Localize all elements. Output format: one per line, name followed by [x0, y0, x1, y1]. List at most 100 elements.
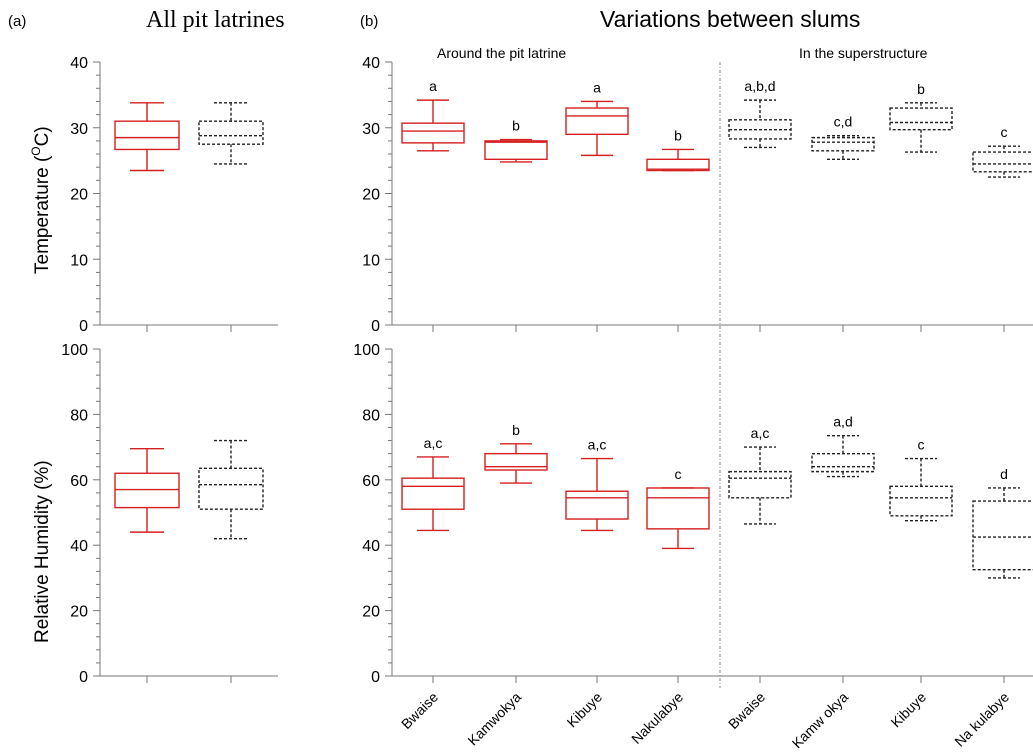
y-tick-label: 80: [70, 407, 88, 424]
panel-b-title: Variations between slums: [600, 6, 860, 32]
temperature-axis-title-superscript: O: [29, 146, 43, 155]
box-around: a,c: [401, 435, 465, 532]
humidity-axis-title: Relative Humidity (%): [32, 460, 53, 643]
plot-temp_slums: 0 10 20 30 40 a b a b a,b,d c,d b c: [362, 55, 1033, 335]
significance-letter: c,d: [834, 114, 853, 130]
y-tick-label: 20: [362, 187, 380, 204]
box-superstructure: d: [972, 466, 1033, 579]
iqr-box: [484, 140, 548, 161]
iqr-box: [401, 477, 465, 510]
iqr-box: [565, 490, 629, 520]
iqr-box: [972, 151, 1033, 173]
plot-temp_all: 0 10 20 30 40: [70, 55, 278, 335]
temperature-axis-title-unit: C): [32, 126, 53, 146]
significance-letter: a,b,d: [744, 78, 775, 94]
iqr-box: [401, 122, 465, 144]
y-tick-label: 20: [70, 604, 88, 621]
significance-letter: d: [1000, 466, 1008, 482]
significance-letter: c: [675, 466, 682, 482]
y-tick-label: 60: [362, 473, 380, 490]
significance-letter: b: [917, 81, 925, 97]
significance-letter: c: [1001, 124, 1008, 140]
significance-letter: a,c: [588, 437, 607, 453]
box-superstructure: [198, 439, 264, 540]
y-tick-label: 30: [362, 121, 380, 138]
y-tick-label: 40: [70, 538, 88, 555]
significance-letter: a,d: [833, 414, 852, 430]
y-tick-label: 0: [371, 669, 380, 686]
iqr-box: [198, 467, 264, 510]
iqr-box: [646, 487, 710, 530]
y-tick-label: 10: [70, 252, 88, 269]
box-around: b: [484, 118, 548, 163]
y-tick-label: 30: [70, 121, 88, 138]
box-superstructure: a,c: [728, 425, 792, 525]
plot-rh_slums: 0 20 40 60 80 100 a,c b a,c c a,c a,d c d Bwaise Kamwok…: [353, 342, 1033, 751]
box-around: [114, 448, 180, 533]
significance-letter: c: [918, 437, 925, 453]
box-superstructure: c: [889, 437, 953, 522]
significance-letter: a,c: [424, 435, 443, 451]
plot-rh_all: 0 20 40 60 80 100: [61, 342, 278, 686]
y-tick-label: 0: [371, 318, 380, 335]
box-superstructure: [198, 102, 264, 165]
iqr-box: [484, 452, 548, 471]
iqr-box: [811, 136, 875, 152]
iqr-box: [565, 107, 629, 136]
box-superstructure: c,d: [811, 114, 875, 161]
y-tick-label: 100: [353, 342, 380, 359]
panel-b-letter: (b): [360, 13, 378, 30]
box-around: a: [401, 78, 465, 152]
box-superstructure: a,d: [811, 414, 875, 478]
box-around: c: [646, 466, 710, 550]
iqr-box: [811, 452, 875, 473]
y-tick-label: 40: [70, 55, 88, 72]
x-category-label: Kamwokya: [464, 689, 524, 749]
subtitle-superstructure: In the superstructure: [799, 45, 928, 61]
subtitle-around-pit-latrine: Around the pit latrine: [437, 45, 566, 61]
iqr-box: [972, 500, 1033, 571]
significance-letter: a: [429, 78, 437, 94]
significance-letter: b: [674, 127, 682, 143]
y-tick-label: 0: [79, 669, 88, 686]
box-superstructure: a,b,d: [728, 78, 792, 149]
y-tick-label: 40: [362, 55, 380, 72]
significance-letter: a: [593, 79, 601, 95]
x-category-label: Na kulabye: [951, 689, 1012, 750]
box-superstructure: c: [972, 124, 1033, 178]
iqr-box: [728, 470, 792, 499]
x-category-label: Bwaise: [725, 689, 768, 732]
y-tick-label: 80: [362, 407, 380, 424]
panel-a-title: All pit latrines: [146, 7, 285, 33]
y-tick-label: 0: [79, 318, 88, 335]
iqr-box: [889, 107, 953, 131]
box-superstructure: b: [889, 81, 953, 153]
plot-layer: 0 10 20 30 40 0 20 40 60 80 100 0 10 20 30 40 a b a b a,b,d c…: [61, 55, 1033, 751]
box-around: [114, 102, 180, 172]
y-tick-label: 60: [70, 473, 88, 490]
significance-letter: b: [512, 422, 520, 438]
temperature-axis-title-main: Temperature (: [32, 155, 53, 274]
iqr-box: [889, 485, 953, 517]
box-around: a: [565, 79, 629, 157]
x-category-label: Bwaise: [398, 689, 441, 732]
box-around: a,c: [565, 437, 629, 532]
significance-letter: b: [512, 118, 520, 134]
x-category-label: Kibuye: [888, 689, 930, 731]
iqr-box: [114, 120, 180, 151]
significance-letter: a,c: [751, 425, 770, 441]
x-category-label: Nakulabye: [628, 689, 686, 747]
iqr-box: [198, 120, 264, 145]
y-tick-label: 20: [70, 187, 88, 204]
x-category-label: Kibuye: [564, 689, 606, 731]
box-around: b: [484, 422, 548, 484]
box-around: b: [646, 127, 710, 172]
iqr-box: [646, 158, 710, 172]
iqr-box: [114, 472, 180, 509]
y-tick-label: 20: [362, 604, 380, 621]
x-category-label: Kamw okya: [789, 689, 852, 752]
temperature-axis-title: Temperature (OC): [29, 126, 53, 274]
y-tick-label: 10: [362, 252, 380, 269]
panel-a-letter: (a): [8, 13, 26, 30]
